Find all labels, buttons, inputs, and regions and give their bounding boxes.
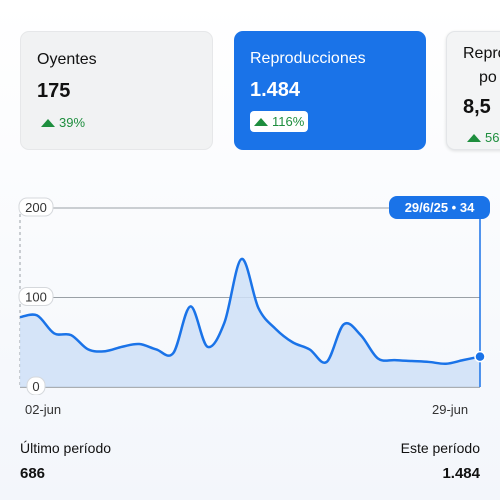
change-value: 56 bbox=[485, 130, 500, 145]
up-arrow-icon bbox=[467, 133, 481, 142]
this-period-label: Este período bbox=[400, 440, 480, 456]
y-tick-label: 200 bbox=[25, 200, 47, 215]
change-badge: 39% bbox=[37, 112, 89, 133]
tooltip-bg bbox=[389, 196, 490, 219]
this-period-value: 1.484 bbox=[442, 465, 480, 482]
card-value: 175 bbox=[37, 80, 71, 102]
stat-card-plays[interactable]: Reproducciones 1.484 116% bbox=[234, 31, 426, 150]
up-arrow-icon bbox=[254, 117, 268, 126]
chart-line bbox=[19, 257, 481, 366]
card-label-line2: po bbox=[479, 69, 497, 86]
plays-area-chart[interactable]: 200 100 0 29/6/25 • 34 bbox=[0, 195, 500, 395]
x-axis-label-start: 02-jun bbox=[25, 402, 62, 417]
y-tick-bg bbox=[18, 287, 54, 306]
y-tick-label: 100 bbox=[25, 290, 47, 305]
last-period-label: Último período bbox=[20, 440, 112, 456]
card-label: Oyentes bbox=[37, 51, 97, 68]
tooltip-text: 29/6/25 • 34 bbox=[405, 200, 475, 215]
card-value: 8,5 bbox=[463, 96, 491, 118]
change-value: 39% bbox=[59, 115, 86, 130]
change-value: 116% bbox=[272, 114, 305, 129]
stat-card-listeners[interactable]: Oyentes 175 39% bbox=[20, 31, 213, 150]
y-tick-bg bbox=[18, 197, 54, 217]
chart-area bbox=[20, 258, 480, 387]
stat-card-plays-per[interactable]: Repro po 8,5 56 bbox=[446, 31, 500, 150]
up-arrow-icon bbox=[41, 118, 55, 127]
x-axis-label-end: 29-jun bbox=[432, 402, 469, 417]
card-label: Repro bbox=[463, 45, 500, 62]
y-tick-bg bbox=[26, 376, 46, 395]
tooltip: 29/6/25 • 34 bbox=[389, 196, 490, 219]
change-badge: 116% bbox=[250, 111, 309, 132]
last-period-value: 686 bbox=[20, 465, 46, 482]
card-label: Reproducciones bbox=[250, 50, 366, 67]
hover-point bbox=[474, 350, 486, 363]
change-badge: 56 bbox=[463, 127, 500, 148]
card-value: 1.484 bbox=[250, 79, 301, 101]
y-tick-label: 0 bbox=[32, 379, 39, 394]
